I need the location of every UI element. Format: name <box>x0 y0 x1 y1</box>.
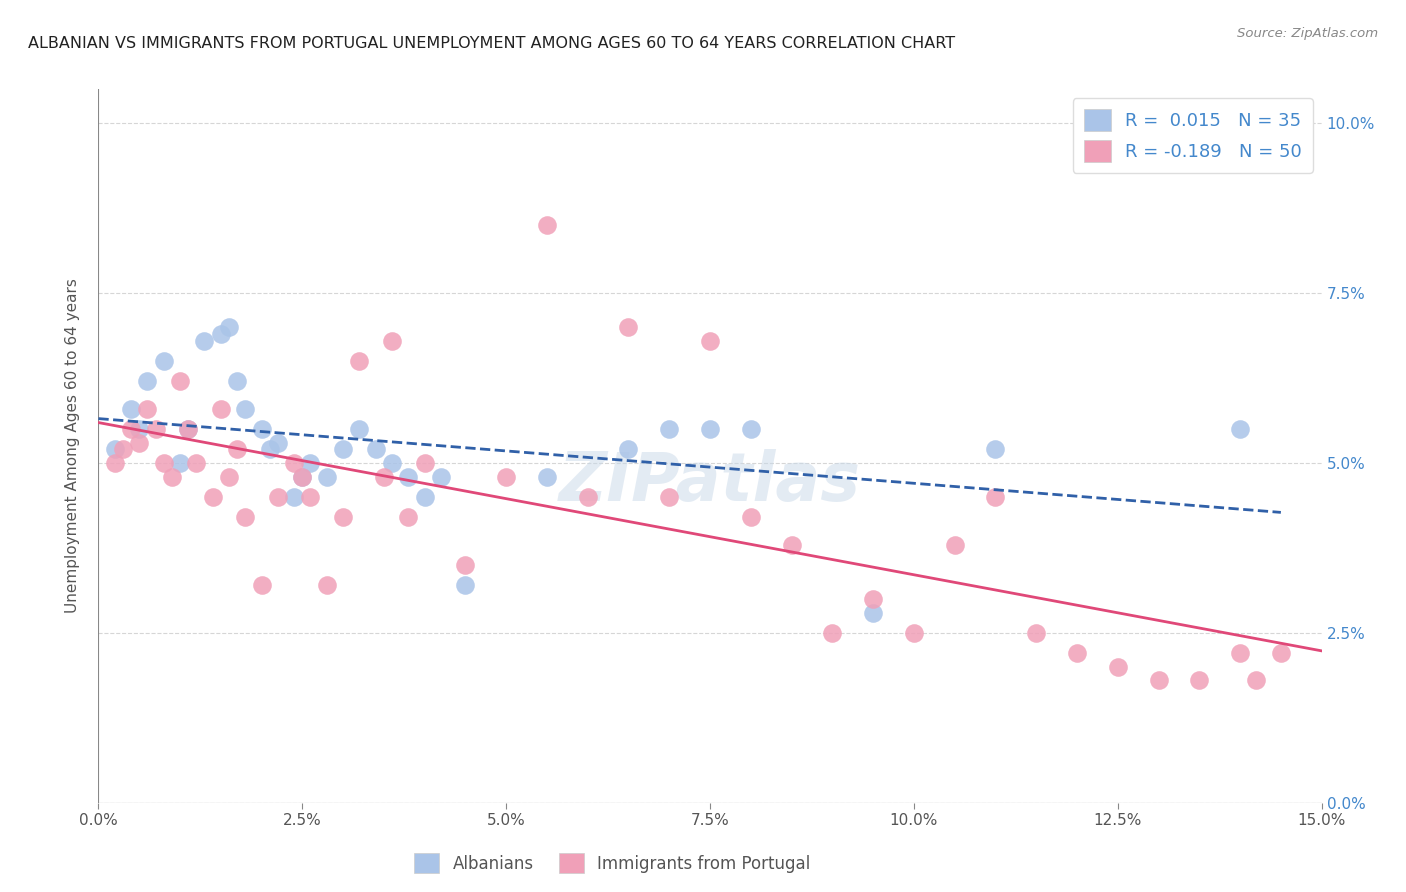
Point <box>120 422 142 436</box>
Point <box>267 490 290 504</box>
Point <box>617 442 640 457</box>
Y-axis label: Unemployment Among Ages 60 to 64 years: Unemployment Among Ages 60 to 64 years <box>65 278 80 614</box>
Point <box>536 218 558 232</box>
Point <box>177 422 200 436</box>
Point <box>104 456 127 470</box>
Point <box>454 578 477 592</box>
Point <box>349 354 371 368</box>
Point <box>1229 422 1251 436</box>
Point <box>128 422 150 436</box>
Point <box>315 469 337 483</box>
Text: ALBANIAN VS IMMIGRANTS FROM PORTUGAL UNEMPLOYMENT AMONG AGES 60 TO 64 YEARS CORR: ALBANIAN VS IMMIGRANTS FROM PORTUGAL UNE… <box>28 36 955 51</box>
Point <box>226 375 249 389</box>
Point <box>120 401 142 416</box>
Point <box>193 334 215 348</box>
Point <box>291 469 314 483</box>
Point <box>152 456 174 470</box>
Point <box>1270 646 1292 660</box>
Text: Source: ZipAtlas.com: Source: ZipAtlas.com <box>1237 27 1378 40</box>
Point <box>699 422 721 436</box>
Point <box>780 537 803 551</box>
Point <box>349 422 371 436</box>
Point <box>1066 646 1088 660</box>
Point <box>218 320 240 334</box>
Point <box>381 334 404 348</box>
Point <box>984 442 1007 457</box>
Legend: Albanians, Immigrants from Portugal: Albanians, Immigrants from Portugal <box>408 847 817 880</box>
Point <box>1246 673 1268 688</box>
Point <box>821 626 844 640</box>
Point <box>454 558 477 572</box>
Point <box>364 442 387 457</box>
Point <box>862 606 884 620</box>
Point <box>299 490 322 504</box>
Point <box>740 422 762 436</box>
Point <box>152 354 174 368</box>
Point <box>495 469 517 483</box>
Point <box>233 401 256 416</box>
Point <box>283 490 305 504</box>
Point <box>169 456 191 470</box>
Point <box>233 510 256 524</box>
Point <box>259 442 281 457</box>
Point <box>396 469 419 483</box>
Point <box>576 490 599 504</box>
Point <box>226 442 249 457</box>
Point <box>413 456 436 470</box>
Point <box>1147 673 1170 688</box>
Point <box>984 490 1007 504</box>
Point <box>128 435 150 450</box>
Point <box>299 456 322 470</box>
Point <box>136 401 159 416</box>
Point <box>145 422 167 436</box>
Point <box>1025 626 1047 640</box>
Point <box>291 469 314 483</box>
Point <box>413 490 436 504</box>
Point <box>332 442 354 457</box>
Point <box>617 320 640 334</box>
Point <box>862 591 884 606</box>
Text: ZIPatlas: ZIPatlas <box>560 449 860 515</box>
Point <box>396 510 419 524</box>
Point <box>186 456 208 470</box>
Point <box>536 469 558 483</box>
Point <box>903 626 925 640</box>
Point <box>250 578 273 592</box>
Point <box>209 401 232 416</box>
Point <box>267 435 290 450</box>
Point <box>373 469 395 483</box>
Point <box>209 326 232 341</box>
Point <box>169 375 191 389</box>
Point <box>201 490 224 504</box>
Point <box>332 510 354 524</box>
Point <box>160 469 183 483</box>
Point <box>699 334 721 348</box>
Point <box>658 422 681 436</box>
Point <box>1229 646 1251 660</box>
Point <box>740 510 762 524</box>
Point <box>136 375 159 389</box>
Point <box>104 442 127 457</box>
Point <box>1188 673 1211 688</box>
Point <box>250 422 273 436</box>
Point <box>283 456 305 470</box>
Point <box>943 537 966 551</box>
Point <box>1107 660 1129 674</box>
Point <box>315 578 337 592</box>
Point <box>111 442 134 457</box>
Point <box>430 469 453 483</box>
Point <box>658 490 681 504</box>
Point <box>218 469 240 483</box>
Point <box>177 422 200 436</box>
Point <box>381 456 404 470</box>
